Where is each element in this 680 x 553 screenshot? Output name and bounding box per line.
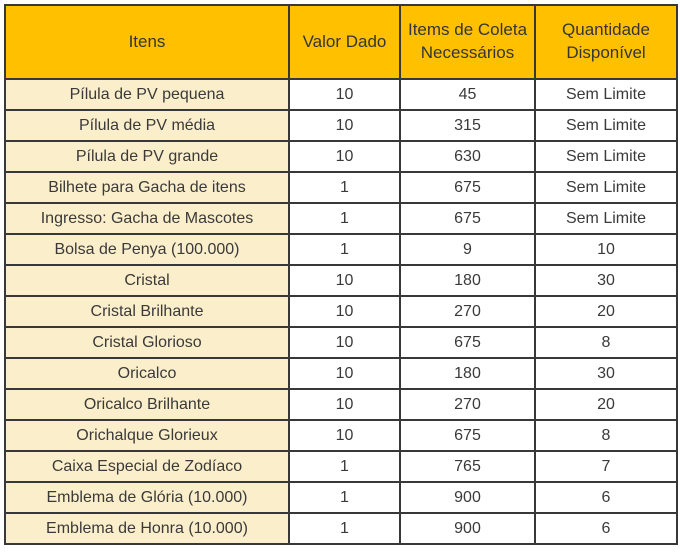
table-row: Pílula de PV pequena 10 45 Sem Limite: [4, 78, 678, 111]
coleta-cell: 45: [399, 78, 536, 111]
column-header-items-coleta: Items de Coleta Necessários: [399, 4, 536, 80]
item-name-cell: Pílula de PV pequena: [4, 78, 290, 111]
valor-dado-cell: 10: [288, 264, 401, 297]
coleta-cell: 270: [399, 295, 536, 328]
column-header-valor-dado: Valor Dado: [288, 4, 401, 80]
table-row: Pílula de PV média 10 315 Sem Limite: [4, 109, 678, 142]
valor-dado-cell: 10: [288, 78, 401, 111]
valor-dado-cell: 1: [288, 171, 401, 204]
coleta-cell: 675: [399, 419, 536, 452]
header-row: Itens Valor Dado Items de Coleta Necessá…: [4, 4, 678, 80]
valor-dado-cell: 1: [288, 512, 401, 545]
valor-dado-cell: 10: [288, 388, 401, 421]
item-name-cell: Bilhete para Gacha de itens: [4, 171, 290, 204]
table-row: Bilhete para Gacha de itens 1 675 Sem Li…: [4, 171, 678, 204]
valor-dado-cell: 1: [288, 481, 401, 514]
table-body: Pílula de PV pequena 10 45 Sem Limite Pí…: [4, 78, 678, 545]
coleta-cell: 765: [399, 450, 536, 483]
table-row: Oricalco Brilhante 10 270 20: [4, 388, 678, 421]
coleta-cell: 900: [399, 481, 536, 514]
item-name-cell: Caixa Especial de Zodíaco: [4, 450, 290, 483]
valor-dado-cell: 10: [288, 357, 401, 390]
quantidade-cell: 8: [534, 419, 678, 452]
items-exchange-table: Itens Valor Dado Items de Coleta Necessá…: [4, 4, 678, 545]
coleta-cell: 180: [399, 264, 536, 297]
table-row: Ingresso: Gacha de Mascotes 1 675 Sem Li…: [4, 202, 678, 235]
item-name-cell: Cristal Brilhante: [4, 295, 290, 328]
valor-dado-cell: 1: [288, 233, 401, 266]
table-row: Pílula de PV grande 10 630 Sem Limite: [4, 140, 678, 173]
coleta-cell: 270: [399, 388, 536, 421]
item-name-cell: Orichalque Glorieux: [4, 419, 290, 452]
item-name-cell: Cristal: [4, 264, 290, 297]
items-table: Itens Valor Dado Items de Coleta Necessá…: [4, 4, 678, 545]
coleta-cell: 675: [399, 326, 536, 359]
quantidade-cell: Sem Limite: [534, 171, 678, 204]
table-row: Cristal 10 180 30: [4, 264, 678, 297]
valor-dado-cell: 10: [288, 140, 401, 173]
coleta-cell: 630: [399, 140, 536, 173]
coleta-cell: 675: [399, 202, 536, 235]
item-name-cell: Emblema de Glória (10.000): [4, 481, 290, 514]
table-row: Bolsa de Penya (100.000) 1 9 10: [4, 233, 678, 266]
table-row: Caixa Especial de Zodíaco 1 765 7: [4, 450, 678, 483]
valor-dado-cell: 1: [288, 450, 401, 483]
coleta-cell: 9: [399, 233, 536, 266]
quantidade-cell: Sem Limite: [534, 78, 678, 111]
coleta-cell: 315: [399, 109, 536, 142]
item-name-cell: Cristal Glorioso: [4, 326, 290, 359]
table-row: Emblema de Glória (10.000) 1 900 6: [4, 481, 678, 514]
column-header-quantidade: Quantidade Disponível: [534, 4, 678, 80]
item-name-cell: Oricalco Brilhante: [4, 388, 290, 421]
quantidade-cell: 30: [534, 264, 678, 297]
quantidade-cell: 7: [534, 450, 678, 483]
valor-dado-cell: 1: [288, 202, 401, 235]
coleta-cell: 675: [399, 171, 536, 204]
table-row: Orichalque Glorieux 10 675 8: [4, 419, 678, 452]
valor-dado-cell: 10: [288, 419, 401, 452]
quantidade-cell: 6: [534, 481, 678, 514]
quantidade-cell: 8: [534, 326, 678, 359]
quantidade-cell: 10: [534, 233, 678, 266]
table-row: Oricalco 10 180 30: [4, 357, 678, 390]
quantidade-cell: 6: [534, 512, 678, 545]
table-row: Emblema de Honra (10.000) 1 900 6: [4, 512, 678, 545]
valor-dado-cell: 10: [288, 295, 401, 328]
column-header-itens: Itens: [4, 4, 290, 80]
item-name-cell: Pílula de PV média: [4, 109, 290, 142]
item-name-cell: Emblema de Honra (10.000): [4, 512, 290, 545]
table-row: Cristal Brilhante 10 270 20: [4, 295, 678, 328]
quantidade-cell: Sem Limite: [534, 140, 678, 173]
item-name-cell: Bolsa de Penya (100.000): [4, 233, 290, 266]
item-name-cell: Ingresso: Gacha de Mascotes: [4, 202, 290, 235]
valor-dado-cell: 10: [288, 326, 401, 359]
item-name-cell: Oricalco: [4, 357, 290, 390]
valor-dado-cell: 10: [288, 109, 401, 142]
item-name-cell: Pílula de PV grande: [4, 140, 290, 173]
quantidade-cell: Sem Limite: [534, 202, 678, 235]
quantidade-cell: 30: [534, 357, 678, 390]
quantidade-cell: Sem Limite: [534, 109, 678, 142]
table-header: Itens Valor Dado Items de Coleta Necessá…: [4, 4, 678, 80]
table-row: Cristal Glorioso 10 675 8: [4, 326, 678, 359]
coleta-cell: 180: [399, 357, 536, 390]
coleta-cell: 900: [399, 512, 536, 545]
quantidade-cell: 20: [534, 388, 678, 421]
quantidade-cell: 20: [534, 295, 678, 328]
